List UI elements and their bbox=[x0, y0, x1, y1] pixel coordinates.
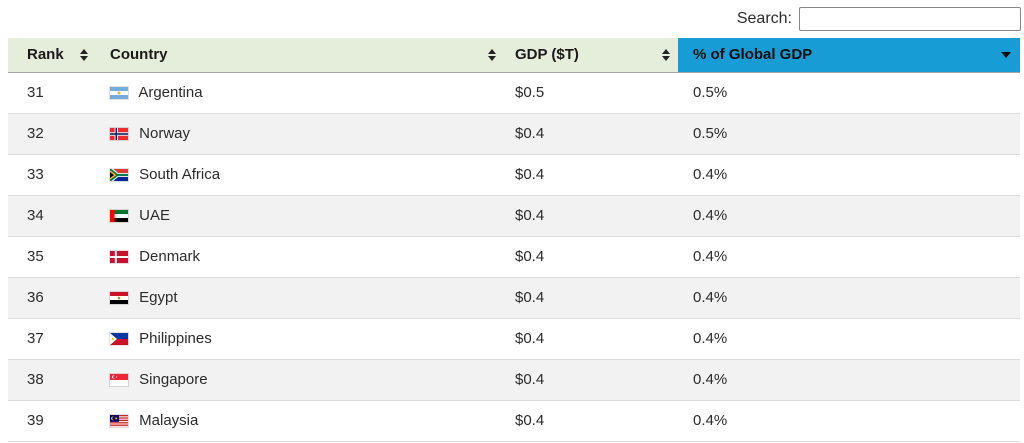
pct-cell: 0.4% bbox=[678, 400, 1020, 442]
rank-cell: 31 bbox=[8, 72, 100, 114]
rank-cell: 34 bbox=[8, 195, 100, 237]
rank-cell: 32 bbox=[8, 113, 100, 155]
table-row: 32 Norway $0.4 0.5% bbox=[8, 113, 1020, 155]
country-cell: Egypt bbox=[100, 277, 502, 319]
denmark-flag-icon bbox=[110, 251, 128, 263]
south-africa-flag-icon bbox=[110, 169, 128, 181]
rank-cell: 37 bbox=[8, 318, 100, 360]
rank-cell: 36 bbox=[8, 277, 100, 319]
gdp-cell: $0.5 bbox=[502, 72, 678, 114]
country-cell: Malaysia bbox=[100, 400, 502, 442]
caret-down-icon bbox=[1001, 51, 1011, 58]
table-row: 39 Malaysia $0.4 0.4% bbox=[8, 400, 1020, 442]
table-row: 31 Argentina $0.5 0.5% bbox=[8, 72, 1020, 114]
country-name: Norway bbox=[139, 125, 191, 142]
table-row: 38 Singapore $0.4 0.4% bbox=[8, 359, 1020, 401]
pct-cell: 0.4% bbox=[678, 236, 1020, 278]
search-label: Search: bbox=[736, 10, 792, 27]
gdp-cell: $0.4 bbox=[502, 195, 678, 237]
philippines-flag-icon bbox=[110, 333, 128, 345]
malaysia-flag-icon bbox=[110, 415, 128, 427]
pct-cell: 0.4% bbox=[678, 318, 1020, 360]
table-row: 35 Denmark $0.4 0.4% bbox=[8, 236, 1020, 278]
country-name: Philippines bbox=[139, 330, 212, 347]
country-name: Argentina bbox=[138, 84, 203, 101]
pct-cell: 0.4% bbox=[678, 359, 1020, 401]
column-header-rank-label: Rank bbox=[27, 46, 64, 64]
pct-cell: 0.5% bbox=[678, 113, 1020, 155]
table-row: 33 South Africa $0.4 0.4% bbox=[8, 154, 1020, 196]
country-name: UAE bbox=[139, 207, 171, 224]
country-name: Malaysia bbox=[139, 412, 199, 429]
search-bar: Search: bbox=[0, 0, 1024, 32]
table-row: 34 UAE $0.4 0.4% bbox=[8, 195, 1020, 237]
column-header-rank[interactable]: Rank bbox=[8, 38, 100, 73]
header-row: Rank Country GDP ($T) % of Global GDP bbox=[8, 38, 1020, 73]
country-name: Denmark bbox=[139, 248, 201, 265]
gdp-cell: $0.4 bbox=[502, 400, 678, 442]
table-row: 37 Philippines $0.4 0.4% bbox=[8, 318, 1020, 360]
uae-flag-icon bbox=[110, 210, 128, 222]
country-name: South Africa bbox=[139, 166, 221, 183]
singapore-flag-icon bbox=[110, 374, 128, 386]
country-name: Egypt bbox=[139, 289, 178, 306]
sort-both-icon bbox=[662, 48, 670, 61]
column-header-gdp[interactable]: GDP ($T) bbox=[502, 38, 678, 73]
table-row: 36 Egypt $0.4 0.4% bbox=[8, 277, 1020, 319]
sort-both-icon bbox=[80, 48, 88, 61]
gdp-cell: $0.4 bbox=[502, 236, 678, 278]
country-cell: Philippines bbox=[100, 318, 502, 360]
rank-cell: 38 bbox=[8, 359, 100, 401]
gdp-cell: $0.4 bbox=[502, 154, 678, 196]
column-header-gdp-label: GDP ($T) bbox=[515, 46, 579, 64]
gdp-cell: $0.4 bbox=[502, 277, 678, 319]
pct-cell: 0.4% bbox=[678, 277, 1020, 319]
rank-cell: 35 bbox=[8, 236, 100, 278]
pct-cell: 0.4% bbox=[678, 154, 1020, 196]
country-cell: Denmark bbox=[100, 236, 502, 278]
column-header-pct-label: % of Global GDP bbox=[693, 46, 813, 64]
country-cell: South Africa bbox=[100, 154, 502, 196]
rank-cell: 33 bbox=[8, 154, 100, 196]
country-cell: Norway bbox=[100, 113, 502, 155]
rank-cell: 39 bbox=[8, 400, 100, 442]
gdp-table: Rank Country GDP ($T) % of Global GDP 31… bbox=[8, 38, 1020, 442]
country-cell: Singapore bbox=[100, 359, 502, 401]
argentina-flag-icon bbox=[110, 87, 128, 99]
country-name: Singapore bbox=[139, 371, 208, 388]
egypt-flag-icon bbox=[110, 292, 128, 304]
country-cell: UAE bbox=[100, 195, 502, 237]
norway-flag-icon bbox=[110, 128, 128, 140]
gdp-cell: $0.4 bbox=[502, 359, 678, 401]
sort-both-icon bbox=[488, 48, 496, 61]
column-header-country-label: Country bbox=[110, 46, 168, 64]
column-header-country[interactable]: Country bbox=[100, 38, 502, 73]
gdp-cell: $0.4 bbox=[502, 318, 678, 360]
search-input[interactable] bbox=[799, 7, 1021, 31]
column-header-pct-sorted[interactable]: % of Global GDP bbox=[678, 38, 1020, 73]
gdp-cell: $0.4 bbox=[502, 113, 678, 155]
pct-cell: 0.4% bbox=[678, 195, 1020, 237]
pct-cell: 0.5% bbox=[678, 72, 1020, 114]
country-cell: Argentina bbox=[100, 72, 502, 114]
